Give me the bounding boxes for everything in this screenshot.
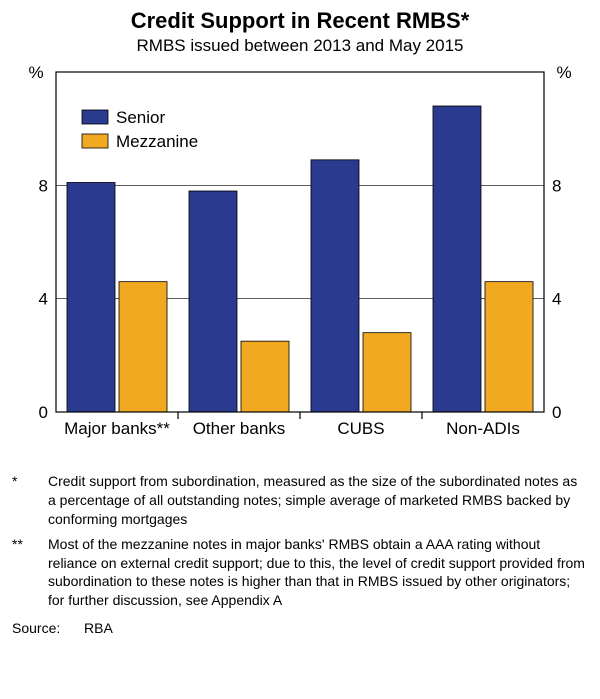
bar: [311, 160, 359, 412]
y-unit-left: %: [28, 63, 43, 82]
bar: [67, 183, 115, 413]
footnotes: *Credit support from subordination, meas…: [12, 472, 588, 616]
source-label: Source:: [12, 620, 84, 636]
y-unit-right: %: [556, 63, 571, 82]
source-value: RBA: [84, 620, 113, 636]
footnote: **Most of the mezzanine notes in major b…: [12, 535, 588, 611]
legend-swatch: [82, 110, 108, 124]
bar: [241, 341, 289, 412]
x-category-label: CUBS: [337, 419, 384, 438]
y-tick-left: 8: [39, 176, 48, 195]
footnote-mark: **: [12, 535, 48, 611]
legend-label: Mezzanine: [116, 132, 198, 151]
footnote: *Credit support from subordination, meas…: [12, 472, 588, 529]
x-category-label: Other banks: [193, 419, 286, 438]
chart-subtitle: RMBS issued between 2013 and May 2015: [12, 36, 588, 56]
bar: [189, 191, 237, 412]
footnote-mark: *: [12, 472, 48, 529]
bar: [433, 106, 481, 412]
footnote-text: Credit support from subordination, measu…: [48, 472, 588, 529]
x-category-label: Major banks**: [64, 419, 170, 438]
bar: [119, 282, 167, 412]
legend-swatch: [82, 134, 108, 148]
chart-container: 0 0 4 4 8 8%% Major banks** Other banks CUBS Non-…: [12, 62, 588, 462]
footnote-text: Most of the mezzanine notes in major ban…: [48, 535, 588, 611]
y-tick-left: 0: [39, 403, 48, 422]
y-tick-right: 8: [552, 176, 561, 195]
chart-title: Credit Support in Recent RMBS*: [12, 8, 588, 34]
y-tick-right: 4: [552, 290, 561, 309]
x-category-label: Non-ADIs: [446, 419, 520, 438]
y-tick-right: 0: [552, 403, 561, 422]
y-tick-left: 4: [39, 290, 48, 309]
bar-chart: 0 0 4 4 8 8%% Major banks** Other banks CUBS Non-…: [12, 62, 588, 462]
bar: [363, 333, 411, 412]
bar: [485, 282, 533, 412]
legend-label: Senior: [116, 108, 165, 127]
source-line: Source: RBA: [12, 620, 588, 636]
